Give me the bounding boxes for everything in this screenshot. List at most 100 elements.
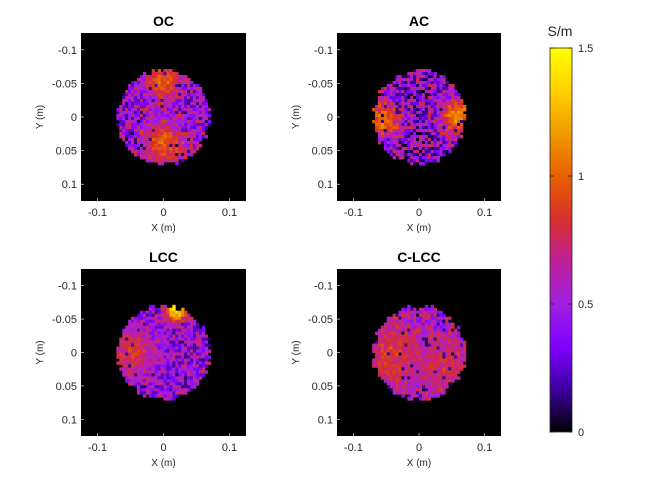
heatmap-cell	[439, 373, 443, 377]
heatmap-cell	[119, 132, 123, 136]
heatmap-cell	[380, 111, 385, 115]
heatmap-cell	[190, 150, 194, 154]
heatmap-cell	[163, 328, 167, 333]
heatmap-cell	[181, 382, 185, 386]
heatmap-cell	[151, 385, 156, 389]
heatmap-cell	[380, 340, 385, 344]
heatmap-cell	[424, 117, 429, 121]
heatmap-cell	[392, 150, 396, 154]
heatmap-cell	[172, 93, 176, 97]
heatmap-cell	[421, 78, 426, 82]
heatmap-cell	[427, 72, 432, 76]
heatmap-cell	[151, 334, 156, 338]
heatmap-cell	[404, 123, 408, 127]
heatmap-cell	[404, 328, 408, 333]
heatmap-cell	[157, 153, 161, 157]
heatmap-cell	[427, 388, 432, 392]
heatmap-cell	[139, 75, 144, 79]
heatmap-cell	[436, 382, 440, 386]
heatmap-cell	[207, 349, 212, 353]
heatmap-cell	[421, 69, 426, 73]
heatmap-cell	[154, 310, 159, 315]
heatmap-cell	[430, 75, 435, 79]
heatmap-cell	[424, 364, 429, 368]
heatmap-cell	[419, 388, 423, 392]
heatmap-cell	[404, 87, 408, 91]
heatmap-cell	[433, 123, 437, 127]
heatmap-cell	[413, 355, 417, 359]
heatmap-cell	[151, 319, 156, 324]
heatmap-cell	[139, 349, 144, 353]
heatmap-cell	[157, 69, 161, 73]
heatmap-cell	[184, 153, 188, 157]
heatmap-cell	[131, 114, 135, 118]
heatmap-cell	[207, 108, 212, 112]
heatmap-cells	[116, 304, 212, 401]
heatmap-cell	[151, 129, 156, 133]
heatmap-cell	[125, 129, 129, 133]
heatmap-cell	[419, 69, 423, 73]
heatmap-cell	[398, 108, 402, 112]
heatmap-cell	[401, 150, 405, 154]
heatmap-cell	[439, 328, 443, 333]
heatmap-cell	[160, 331, 164, 336]
heatmap-cell	[166, 93, 170, 97]
heatmap-cell	[448, 316, 452, 321]
heatmap-cell	[413, 310, 417, 315]
heatmap-cell	[192, 144, 197, 148]
heatmap-cell	[142, 153, 147, 157]
heatmap-cell	[128, 123, 132, 127]
heatmap-cell	[398, 105, 402, 109]
heatmap-cell	[190, 328, 194, 333]
heatmap-cell	[421, 391, 426, 395]
heatmap-cell	[462, 346, 467, 350]
heatmap-cell	[392, 93, 396, 97]
heatmap-cell	[457, 355, 461, 359]
heatmap-cell	[404, 322, 408, 327]
heatmap-cell	[404, 307, 408, 312]
heatmap-cell	[430, 153, 435, 157]
heatmap-cell	[389, 382, 394, 386]
heatmap-cell	[172, 129, 176, 133]
heatmap-cell	[198, 129, 203, 133]
heatmap-cell	[139, 108, 144, 112]
heatmap-cell	[119, 352, 123, 356]
heatmap-cell	[454, 361, 458, 365]
x-axis-label: X (m)	[407, 458, 431, 469]
heatmap-cell	[442, 84, 446, 88]
heatmap-cell	[175, 87, 179, 91]
heatmap-cell	[421, 108, 426, 112]
heatmap-cell	[154, 349, 159, 353]
heatmap-cell	[407, 150, 411, 154]
heatmap-cell	[157, 102, 161, 106]
heatmap-cell	[395, 352, 399, 356]
panel-title: C-LCC	[397, 249, 441, 265]
heatmap-cell	[445, 352, 449, 356]
heatmap-cell	[175, 379, 179, 383]
heatmap-cell	[122, 93, 126, 97]
heatmap-cell	[445, 370, 449, 374]
heatmap-cell	[424, 111, 429, 115]
heatmap-cell	[398, 337, 402, 341]
heatmap-cell	[404, 96, 408, 100]
heatmap-cell	[128, 126, 132, 130]
heatmap-cell	[148, 391, 153, 395]
heatmap-cell	[145, 153, 150, 157]
heatmap-cell	[169, 72, 173, 76]
heatmap-cell	[190, 379, 194, 383]
colorbar-gradient	[549, 47, 573, 433]
heatmap-cell	[392, 352, 396, 356]
heatmap-cell	[401, 81, 405, 85]
heatmap-cell	[151, 349, 156, 353]
heatmap-cell	[190, 135, 194, 139]
heatmap-cell	[187, 117, 191, 121]
heatmap-cell	[413, 325, 417, 330]
heatmap-cell	[454, 352, 458, 356]
heatmap-cell	[407, 72, 411, 76]
heatmap-cell	[413, 328, 417, 333]
heatmap-cell	[451, 93, 455, 97]
heatmap-cell	[195, 334, 200, 338]
heatmap-cell	[433, 72, 437, 76]
heatmap-cell	[427, 352, 432, 356]
heatmap-cell	[172, 102, 176, 106]
